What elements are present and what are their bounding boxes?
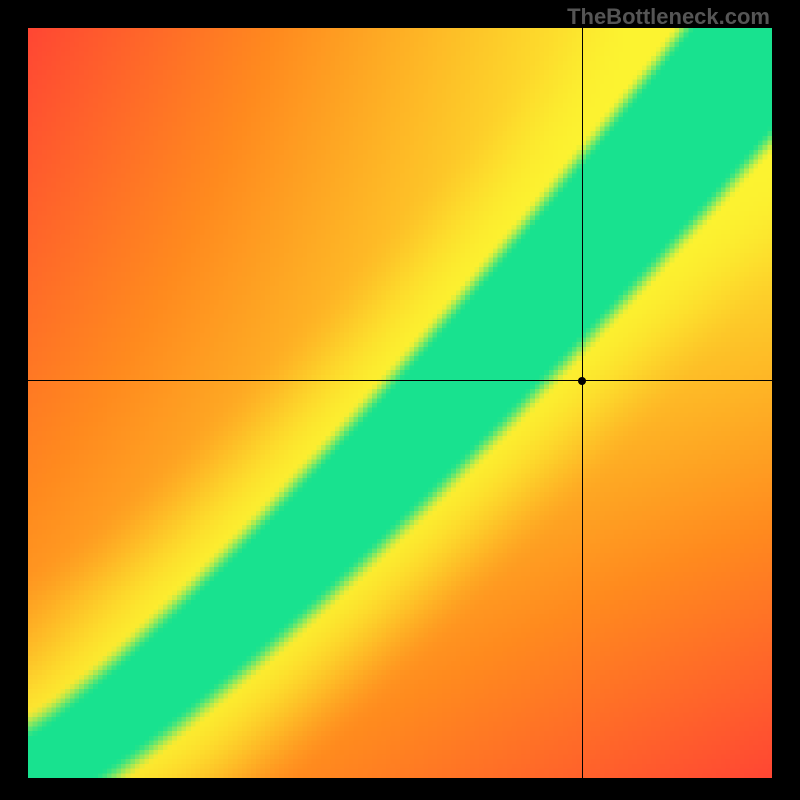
crosshair-horizontal: [28, 380, 772, 381]
marker-dot: [578, 377, 586, 385]
crosshair-vertical: [582, 28, 583, 778]
watermark-text: TheBottleneck.com: [567, 4, 770, 30]
bottleneck-heatmap: [28, 28, 772, 778]
chart-container: TheBottleneck.com: [0, 0, 800, 800]
